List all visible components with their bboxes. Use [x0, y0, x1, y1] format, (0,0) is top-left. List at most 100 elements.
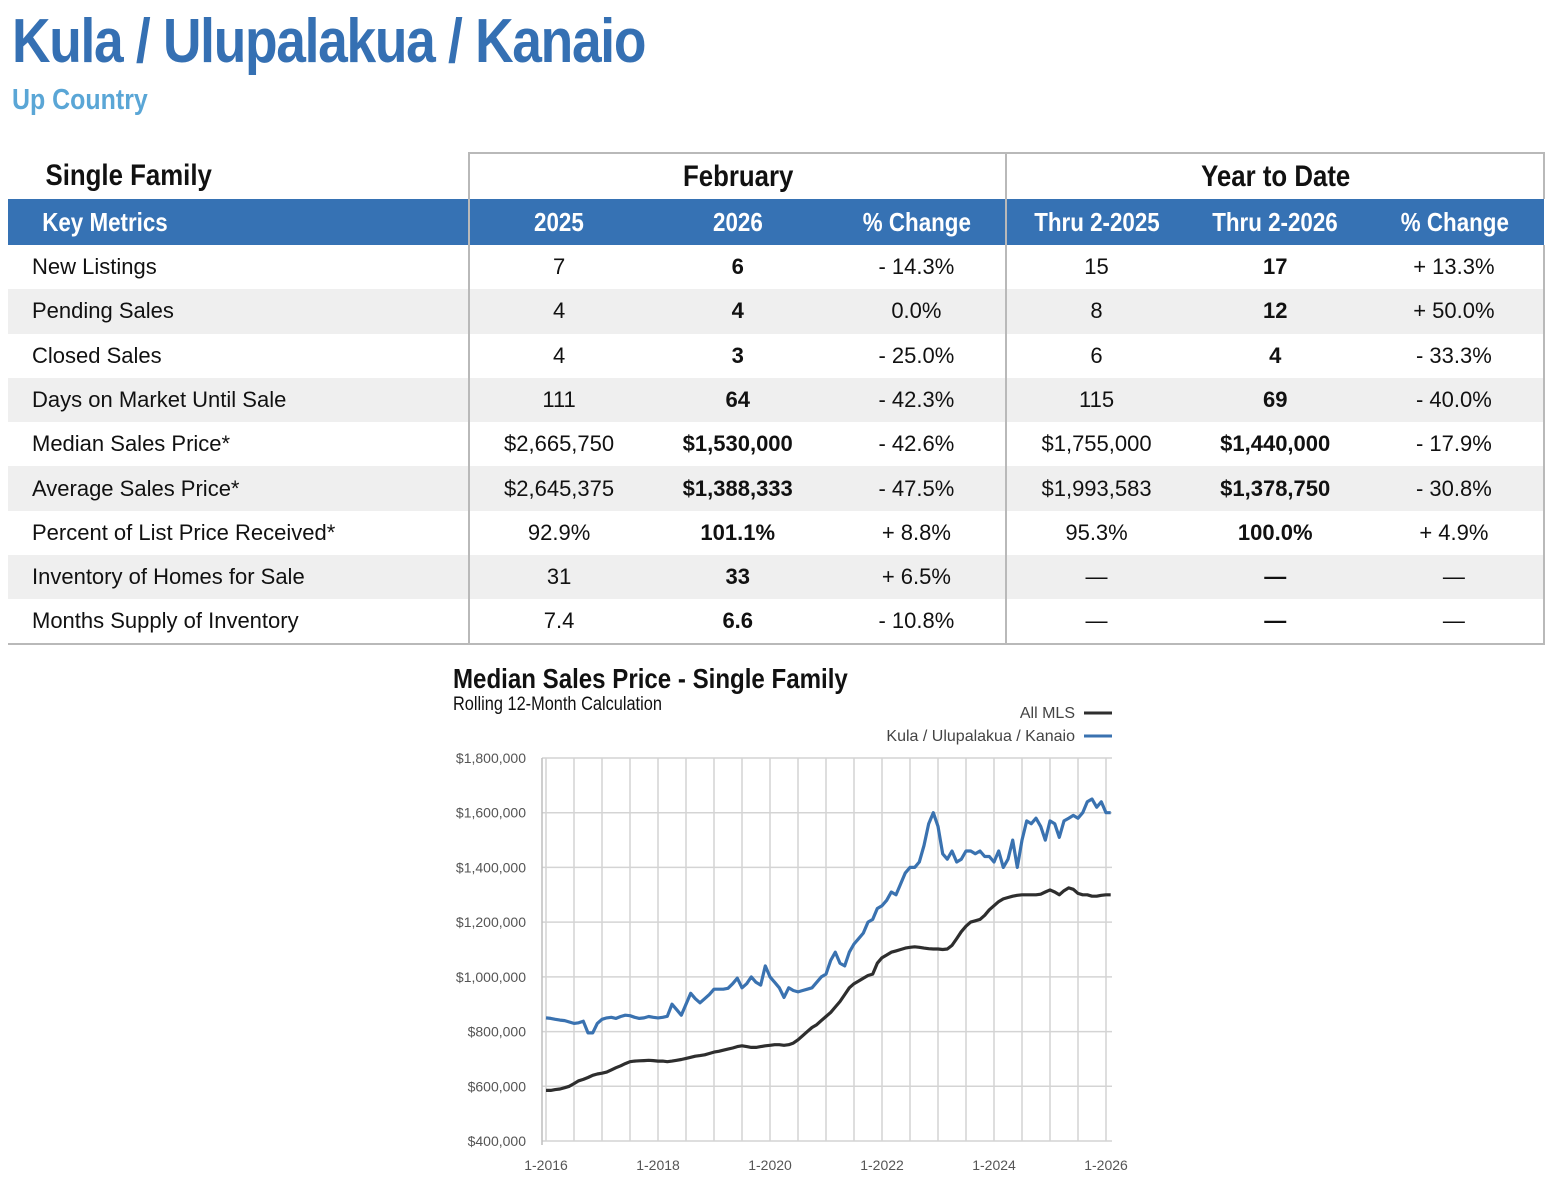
y-tick-label: $1,200,000 [456, 914, 526, 930]
cell-2026: 33 [648, 555, 828, 600]
y-tick-label: $400,000 [468, 1133, 527, 1149]
cell-thru-2025: 15 [1005, 245, 1186, 290]
cell-thru-2026: 12 [1185, 289, 1365, 334]
cell-2026: 6.6 [648, 599, 828, 645]
cell-thru-2025: 115 [1005, 377, 1186, 423]
section-label: Single Family [8, 153, 470, 199]
group-header-month: February [469, 152, 1007, 199]
cell-thru-2025: — [1005, 555, 1186, 600]
chart-title: Median Sales Price - Single Family [453, 663, 848, 694]
cell-2025: 31 [467, 555, 649, 600]
cell-thru-2026: 4 [1269, 342, 1282, 368]
cell-thru-2026: $1,378,750 [1185, 466, 1365, 511]
cell-month-change: - 42.6% [878, 431, 955, 457]
cell-2025: 4 [467, 289, 649, 334]
cell-month-change: + 6.5% [827, 555, 1007, 600]
col-header-2025: 2025 [467, 199, 649, 245]
metric-label: Average Sales Price* [8, 466, 469, 511]
col-header-month-change: % Change [827, 199, 1007, 245]
table-row: New Listings 7 6 - 14.3% 15 17 + 13.3% [8, 245, 1546, 290]
y-tick-label: $1,400,000 [456, 859, 526, 875]
col-header-thru-2025: Thru 2-2025 [1005, 199, 1186, 245]
table-header-row: Key Metrics 2025 2026 % Change Thru 2-20… [8, 199, 1544, 245]
x-tick-label: 1-2022 [860, 1157, 904, 1173]
y-tick-label: $800,000 [468, 1024, 527, 1040]
key-metrics-table: Single Family February Year to Date Key … [8, 152, 1546, 645]
x-tick-label: 1-2020 [748, 1157, 792, 1173]
metric-label: New Listings [32, 254, 157, 280]
y-tick-label: $600,000 [468, 1078, 527, 1094]
cell-ytd-change: - 40.0% [1364, 377, 1546, 423]
y-tick-label: $1,600,000 [456, 805, 526, 821]
cell-thru-2026: 17 [1262, 254, 1288, 280]
table-row: Closed Sales 4 3 - 25.0% 6 4 - 33.3% [8, 333, 1546, 378]
cell-2026: $1,530,000 [682, 431, 793, 457]
page-subtitle: Up Country [12, 84, 148, 116]
group-header-ytd: Year to Date [1005, 152, 1545, 199]
cell-thru-2025: $1,993,583 [1005, 466, 1186, 511]
cell-ytd-change: + 4.9% [1364, 510, 1546, 556]
table-row: Days on Market Until Sale 111 64 - 42.3%… [8, 377, 1546, 423]
cell-ytd-change: - 30.8% [1364, 466, 1546, 511]
table-row: Months Supply of Inventory 7.4 6.6 - 10.… [8, 599, 1546, 645]
cell-2025: 4 [467, 333, 649, 378]
cell-thru-2025: 8 [1005, 289, 1186, 334]
col-header-thru-2026: Thru 2-2026 [1185, 199, 1365, 245]
col-header-metric: Key Metrics [8, 199, 469, 245]
cell-2025: 7.4 [467, 599, 649, 645]
cell-ytd-change: - 17.9% [1364, 422, 1546, 467]
cell-ytd-change: — [1364, 555, 1546, 600]
cell-thru-2026: — [1185, 555, 1365, 600]
cell-month-change: - 14.3% [878, 254, 955, 280]
cell-2025: 111 [467, 377, 649, 423]
cell-2025: 7 [467, 245, 649, 290]
col-header-2026: 2026 [648, 199, 828, 245]
table-row: Inventory of Homes for Sale 31 33 + 6.5%… [8, 555, 1546, 600]
x-tick-label: 1-2026 [1084, 1157, 1128, 1173]
cell-thru-2025: 6 [1005, 333, 1186, 378]
cell-2025: 92.9% [467, 510, 649, 556]
cell-month-change: - 47.5% [827, 466, 1007, 511]
cell-month-change: - 42.3% [827, 377, 1007, 423]
metric-label: Days on Market Until Sale [8, 377, 469, 423]
cell-2025: $2,665,750 [467, 422, 649, 467]
col-header-ytd-change: % Change [1364, 199, 1544, 245]
cell-ytd-change: + 13.3% [1364, 245, 1546, 290]
metric-label: Pending Sales [8, 289, 469, 334]
table-row: Percent of List Price Received* 92.9% 10… [8, 510, 1546, 556]
cell-2026: 64 [648, 377, 828, 423]
cell-thru-2026: $1,440,000 [1220, 431, 1331, 457]
legend-label: All MLS [1020, 705, 1075, 722]
y-tick-label: $1,000,000 [456, 969, 526, 985]
cell-ytd-change: + 50.0% [1364, 289, 1546, 334]
cell-thru-2025: 95.3% [1005, 510, 1186, 556]
median-price-chart: $400,000 $600,000 $800,000 $1,000,000 $1,200… [456, 705, 1128, 1173]
cell-thru-2025: — [1005, 599, 1186, 645]
page-title: Kula / Ulupalakua / Kanaio [12, 7, 646, 76]
metric-label: Months Supply of Inventory [8, 599, 469, 645]
cell-2026: 101.1% [700, 519, 776, 545]
cell-2026: 6 [731, 254, 744, 280]
cell-2026: 4 [648, 289, 828, 334]
cell-month-change: + 8.8% [881, 519, 951, 545]
y-tick-label: $1,800,000 [456, 750, 526, 766]
metric-label: Closed Sales [32, 342, 162, 368]
table-row: Average Sales Price* $2,645,375 $1,388,3… [8, 466, 1546, 511]
chart-subtitle: Rolling 12-Month Calculation [453, 694, 662, 715]
table-group-row: Single Family February Year to Date [8, 152, 1545, 199]
metric-label: Percent of List Price Received* [32, 519, 336, 545]
legend-label: Kula / Ulupalakua / Kanaio [886, 728, 1075, 745]
cell-month-change: 0.0% [827, 289, 1007, 334]
cell-ytd-change: — [1364, 599, 1546, 645]
metric-label: Median Sales Price* [32, 431, 231, 457]
cell-month-change: - 25.0% [878, 342, 955, 368]
x-tick-label: 1-2024 [972, 1157, 1016, 1173]
table-row: Median Sales Price* $2,665,750 $1,530,00… [8, 422, 1546, 467]
cell-thru-2025: $1,755,000 [1005, 422, 1186, 467]
cell-2026: 3 [731, 342, 744, 368]
x-tick-label: 1-2016 [524, 1157, 568, 1173]
cell-month-change: - 10.8% [827, 599, 1007, 645]
cell-2026: $1,388,333 [648, 466, 828, 511]
cell-2025: $2,645,375 [467, 466, 649, 511]
metric-label: Inventory of Homes for Sale [8, 555, 469, 600]
